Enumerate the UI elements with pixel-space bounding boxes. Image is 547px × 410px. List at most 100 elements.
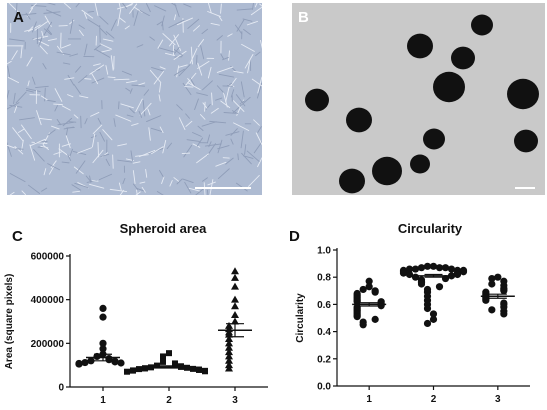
cell-mark [246,20,258,26]
data-point [488,280,496,288]
cell-mark [92,149,104,164]
data-point [87,357,95,365]
cell-mark [197,38,205,48]
cell-mark [202,177,208,182]
data-point [405,270,414,279]
cell-mark [78,24,85,29]
cell-mark [159,126,164,134]
cell-mark [216,85,225,94]
cell-mark [41,30,44,38]
cell-mark [28,26,34,31]
cell-mark [220,53,224,60]
cell-mark [102,38,114,42]
cell-mark [133,10,139,27]
cell-mark [228,50,230,61]
cell-mark [107,76,116,79]
cell-mark [129,88,133,94]
cell-mark [89,183,105,189]
data-point [429,262,438,270]
x-tick-label: 3 [232,395,238,406]
data-point [111,358,119,366]
cell-mark [161,176,165,185]
data-point [231,295,239,303]
cell-mark [126,114,134,118]
cell-mark [142,100,146,117]
y-axis-label: Circularity [295,293,306,343]
cell-mark [210,22,220,26]
cell-mark [51,125,60,130]
cell-mark [61,161,70,164]
cell-mark [64,77,75,80]
cell-mark [182,178,194,183]
cell-mark [253,140,262,154]
spheroid [305,88,329,112]
cell-mark [14,146,24,155]
cell-mark [206,134,211,144]
cell-mark [53,103,63,106]
cell-mark [192,143,201,148]
cell-mark [99,27,108,36]
cell-mark [208,141,212,148]
cell-mark [31,21,37,33]
cell-mark [218,73,235,78]
cell-mark [230,128,238,136]
cell-mark [156,191,164,195]
cell-mark [72,151,87,155]
cell-mark [150,127,163,132]
cell-mark [173,177,180,182]
cell-mark [236,8,253,11]
cell-mark [225,87,230,103]
cell-mark [91,72,99,85]
data-point [99,339,107,347]
data-point [172,361,178,368]
cell-mark [240,81,245,98]
cell-mark [187,18,200,29]
cell-mark [78,75,88,84]
cell-mark [94,3,99,16]
cell-mark [21,190,26,195]
cell-mark [244,54,254,69]
cell-mark [62,62,71,65]
data-point [417,280,426,288]
cell-mark [91,180,99,182]
data-point [459,268,468,276]
cell-mark [7,65,11,79]
cell-mark [196,92,208,96]
cell-mark [197,60,210,69]
data-point [160,358,166,365]
cell-mark [131,123,139,126]
cell-mark [69,148,73,158]
y-tick-label: 0.2 [317,354,331,365]
cell-mark [7,77,20,84]
data-point [160,353,166,360]
cell-mark [120,103,134,109]
data-point [231,317,239,325]
cell-mark [176,178,183,185]
cell-mark [162,33,176,46]
cell-mark [48,165,55,175]
data-point [353,298,361,306]
cell-mark [69,53,79,57]
cell-mark [252,3,254,10]
cell-mark [227,33,233,37]
cell-mark [188,187,201,192]
data-point [500,287,508,295]
cell-mark [209,120,227,124]
data-point [225,352,233,360]
cell-mark [73,114,79,119]
cell-mark [56,51,71,56]
cell-mark [73,84,81,95]
data-point [494,273,502,281]
y-tick-label: 600000 [31,252,65,263]
cell-mark [54,105,58,112]
cell-mark [190,46,193,65]
cell-mark [78,29,84,37]
cell-mark [74,182,89,188]
cell-mark [185,113,190,119]
cell-mark [145,169,148,178]
cell-mark [102,129,113,141]
cell-mark [146,3,151,13]
spheroid [514,129,538,153]
cell-mark [218,16,223,22]
y-tick-label: 400000 [31,295,65,306]
